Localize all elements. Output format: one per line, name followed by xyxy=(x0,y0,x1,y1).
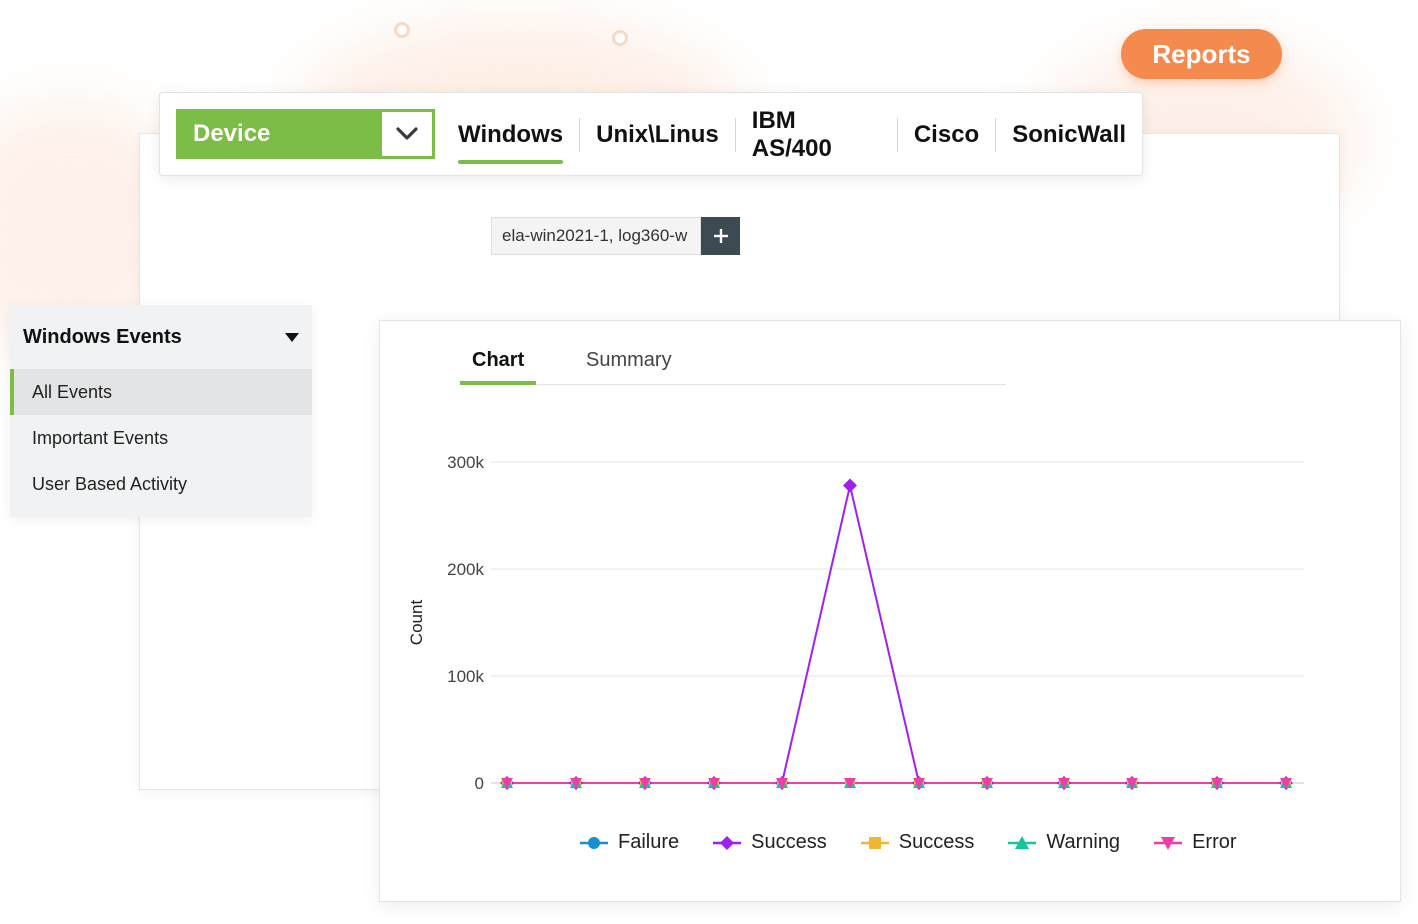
legend-swatch-icon xyxy=(860,836,889,849)
data-point-series-4 xyxy=(1280,778,1292,789)
tab-unix-linux[interactable]: Unix\Linus xyxy=(579,118,735,152)
legend-item[interactable]: Error xyxy=(1154,831,1237,854)
active-tab-indicator xyxy=(460,381,536,385)
data-point-series-4 xyxy=(501,778,513,789)
legend-swatch-icon xyxy=(1008,835,1037,849)
series-line-1 xyxy=(507,485,1286,784)
device-bar: Device Windows Unix\Linus IBM AS/400 Cis… xyxy=(159,92,1143,176)
reports-badge: Reports xyxy=(1121,29,1282,79)
windows-events-header[interactable]: Windows Events xyxy=(10,305,312,369)
data-point-series-4 xyxy=(913,778,925,789)
legend-swatch-icon xyxy=(713,835,742,850)
caret-down-icon xyxy=(285,333,299,342)
event-item-all-events[interactable]: All Events xyxy=(10,369,312,415)
windows-events-panel: Windows Events All Events Important Even… xyxy=(10,305,312,517)
device-select-label: Device xyxy=(193,120,271,147)
data-point-series-4 xyxy=(1126,778,1138,789)
legend-label: Success xyxy=(751,831,827,853)
plus-icon xyxy=(713,229,728,243)
y-tick-label: 200k xyxy=(447,560,484,579)
y-tick-label: 100k xyxy=(447,667,484,686)
chevron-down-icon[interactable] xyxy=(382,112,432,156)
tab-cisco[interactable]: Cisco xyxy=(896,118,995,152)
data-point-series-4 xyxy=(708,778,720,789)
legend-label: Warning xyxy=(1046,831,1121,853)
device-filter-input[interactable]: ela-win2021-1, log360-w xyxy=(491,217,701,255)
tab-sonicwall[interactable]: SonicWall xyxy=(995,118,1142,152)
device-select[interactable]: Device xyxy=(176,109,435,159)
tab-windows[interactable]: Windows xyxy=(442,118,579,164)
legend-label: Error xyxy=(1192,831,1237,853)
legend-swatch-icon xyxy=(1154,836,1183,850)
y-tick-label: 300k xyxy=(447,453,484,472)
chart-tabs: Chart Summary xyxy=(460,349,1006,385)
tab-summary[interactable]: Summary xyxy=(586,349,672,371)
legend-item[interactable]: Failure xyxy=(580,831,679,854)
chart-legend: Failure Success Success Warning Error xyxy=(580,831,1237,854)
decorative-ring xyxy=(612,30,628,46)
windows-events-title: Windows Events xyxy=(23,325,182,348)
tab-ibm-as400[interactable]: IBM AS/400 xyxy=(734,107,897,162)
data-point-series-4 xyxy=(570,778,582,789)
data-point-series-4 xyxy=(1058,778,1070,789)
event-item-important-events[interactable]: Important Events xyxy=(32,427,169,448)
data-point-series-4 xyxy=(1211,778,1223,789)
os-tabs: Windows Unix\Linus IBM AS/400 Cisco Soni… xyxy=(442,93,1142,177)
data-point-series-4 xyxy=(981,778,993,789)
legend-item[interactable]: Success xyxy=(713,831,827,854)
legend-item[interactable]: Warning xyxy=(1008,831,1120,854)
add-device-button[interactable] xyxy=(701,217,740,255)
data-point-series-1 xyxy=(843,478,857,493)
legend-label: Failure xyxy=(618,831,680,853)
y-axis-label: Count xyxy=(407,600,426,646)
tab-chart[interactable]: Chart xyxy=(472,349,525,371)
legend-label: Success xyxy=(898,831,975,853)
line-chart: 0 100k 200k 300k Count xyxy=(407,453,1304,793)
chart-panel: Chart Summary 0 100k 200k 300k Count Failure… xyxy=(379,320,1401,902)
legend-item[interactable]: Success xyxy=(860,831,975,854)
legend-swatch-icon xyxy=(580,836,608,849)
data-point-series-4 xyxy=(776,778,788,789)
event-item-user-based-activity[interactable]: User Based Activity xyxy=(32,473,188,494)
data-point-series-4 xyxy=(639,778,651,789)
y-tick-label: 0 xyxy=(475,774,484,793)
decorative-ring xyxy=(394,22,410,38)
data-point-series-4 xyxy=(844,778,856,789)
